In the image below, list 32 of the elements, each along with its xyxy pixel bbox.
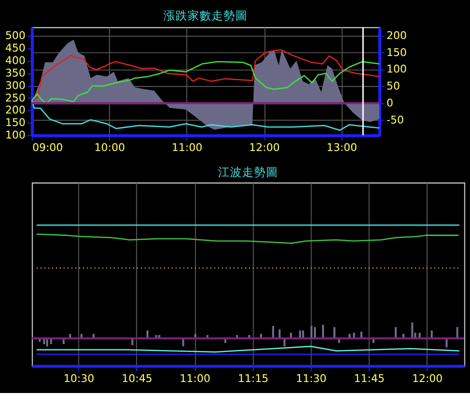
x-tick-label: 11:00 [180, 372, 211, 385]
y-tick-label: 300 [5, 78, 26, 92]
x-tick-label: 12:00 [412, 372, 443, 385]
x-tick-label: 09:00 [32, 141, 64, 154]
x-tick-label: 12:00 [249, 141, 280, 154]
y2-tick-label: -50 [386, 113, 404, 126]
x-tick-label: 10:00 [94, 141, 126, 154]
x-tick-label: 10:30 [64, 372, 94, 385]
chart-title: 江波走勢圖 [218, 164, 278, 179]
y-tick-label: 150 [5, 116, 26, 130]
y-tick-label: 400 [5, 54, 26, 68]
y2-tick-label: 50 [386, 80, 400, 93]
y-tick-label: 100 [5, 128, 26, 142]
y-tick-label: 250 [5, 91, 26, 104]
y2-tick-label: 150 [386, 46, 408, 59]
line-series [31, 100, 380, 131]
y-tick-label: 200 [5, 104, 26, 117]
x-tick-label: 11:45 [354, 372, 385, 385]
y-tick-label: 350 [5, 66, 26, 80]
y2-tick-label: 0 [386, 96, 394, 110]
x-tick-label: 13:00 [326, 141, 358, 154]
y2-tick-label: 200 [386, 28, 408, 42]
y-tick-label: 500 [5, 29, 26, 42]
y-tick-label: 450 [5, 42, 26, 55]
x-tick-label: 11:00 [172, 141, 203, 154]
x-tick-label: 11:30 [296, 372, 327, 385]
line-series [31, 49, 380, 102]
x-tick-label: 10:45 [122, 372, 152, 385]
x-tick-label: 11:15 [238, 372, 268, 385]
line-series [31, 61, 380, 104]
y2-tick-label: 100 [386, 62, 408, 76]
chart-title: 漲跌家數走勢圖 [164, 8, 248, 23]
